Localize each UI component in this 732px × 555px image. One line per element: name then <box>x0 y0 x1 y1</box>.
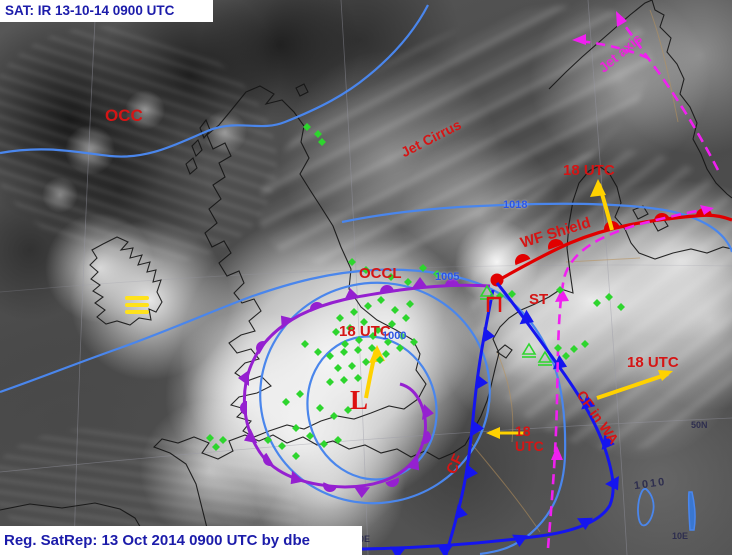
grid-label-10e: 10E <box>672 531 689 541</box>
junction-mark <box>486 296 502 312</box>
annotation-occ: OCC <box>105 106 143 125</box>
warm-front <box>490 207 732 287</box>
jet-axes <box>546 11 720 549</box>
annotation-st: ST <box>529 291 549 308</box>
cold-front-france <box>444 289 496 555</box>
coast-great-britain <box>204 85 427 438</box>
cold-front-main <box>361 282 625 555</box>
coast-continent <box>153 165 732 555</box>
contour-1018 <box>341 202 732 253</box>
movement-arrow-east <box>596 372 669 400</box>
fog-icon <box>125 296 149 314</box>
contour-1010-alps <box>637 487 655 527</box>
occluded-front <box>238 277 491 499</box>
annotation-18utc-france: 18 UTC <box>515 423 544 454</box>
jet-axis-arrowheads <box>551 11 714 460</box>
contour-1005 <box>259 281 491 505</box>
annotation-occl: OCCL <box>359 265 402 282</box>
movement-arrows <box>364 179 673 439</box>
contour-north <box>0 4 429 158</box>
sat-header-caption: SAT: IR 13-10-14 0900 UTC <box>0 0 213 22</box>
isobar-label-1000: 1000 <box>382 330 407 342</box>
movement-arrowheads <box>369 179 673 439</box>
coast-hebrides <box>185 83 309 175</box>
low-center-mark: L <box>350 385 369 415</box>
contour-outer-sweep <box>0 268 567 555</box>
annotation-18utc-east: 18 UTC <box>627 354 679 371</box>
isobar-label-1005: 1005 <box>435 271 460 283</box>
jet-axis-north-branch <box>579 39 649 60</box>
grid-label-50n: 50N <box>691 420 708 430</box>
isobar-label-1018: 1018 <box>503 199 528 211</box>
satrep-footer-caption: Reg. SatRep: 13 Oct 2014 0900 UTC by dbe… <box>0 526 362 555</box>
jet-axis-south-line <box>546 207 709 549</box>
cold-front-france-markers <box>454 327 496 523</box>
grid-label-0e: 0E <box>359 534 371 544</box>
lake-sliver <box>687 491 696 531</box>
coast-ireland <box>89 236 163 326</box>
occluded-front-line <box>242 283 491 489</box>
occluded-front-markers <box>238 277 459 499</box>
annotation-18utc-england: 18 UTC <box>339 323 391 340</box>
coast-norway <box>548 0 732 199</box>
warm-front-markers <box>490 207 712 287</box>
jet-axis-north-line <box>616 15 720 171</box>
country-borders <box>469 9 679 533</box>
cold-front-main-line <box>361 282 615 551</box>
annotation-18utc-denmark: 18 UTC <box>563 162 615 179</box>
